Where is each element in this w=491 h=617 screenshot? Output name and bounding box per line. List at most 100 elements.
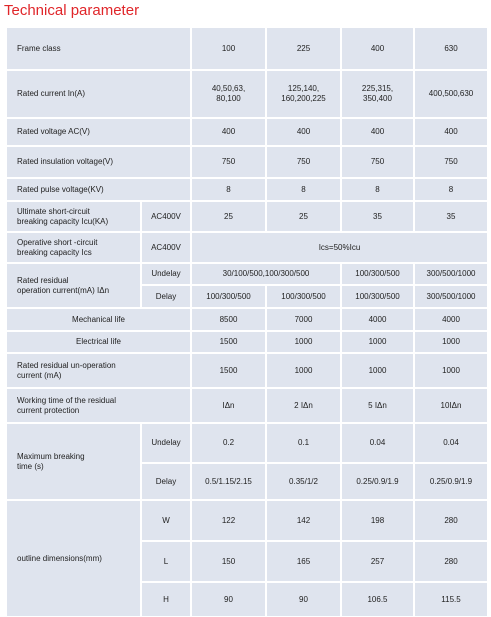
table-cell: 100/300/500: [190, 284, 267, 309]
table-cell: 1000: [265, 352, 342, 389]
table-row: Rated pulse voltage(KV) 8 8 8 8: [5, 177, 489, 202]
table-row: Delay 0.5/1.15/2.15 0.35/1/2 0.25/0.9/1.9 0.…: [6, 462, 489, 501]
table-cell: 400: [190, 117, 267, 147]
table-row: Rated insulation voltage(V) 750 750 750 750: [5, 145, 489, 179]
table-cell: 10IΔn: [413, 387, 489, 424]
table-cell: 90: [265, 581, 342, 617]
table-row: Rated residual un-operation current (mA)…: [5, 352, 489, 389]
table-cell: 0.25/0.9/1.9: [340, 462, 415, 501]
table-cell: Frame class: [5, 26, 192, 71]
table-cell: Electrical life: [5, 330, 192, 354]
table-cell: 1500: [190, 352, 267, 389]
table-cell: 106.5: [340, 581, 415, 617]
table-cell: 750: [265, 145, 342, 179]
table-cell: Ics=50%Icu: [190, 231, 489, 264]
table-cell: Rated insulation voltage(V): [5, 145, 192, 179]
table-cell: 142: [265, 499, 342, 542]
table-cell: 400: [340, 26, 415, 71]
table-cell: 280: [413, 540, 489, 583]
table-cell: 0.04: [340, 422, 415, 464]
table-cell: 7000: [265, 307, 342, 332]
table-row: H 90 90 106.5 115.5: [6, 581, 489, 617]
table-cell: 122: [190, 499, 267, 542]
table-cell: 100/300/500: [265, 284, 342, 309]
table-cell: 1000: [340, 352, 415, 389]
table-cell: 257: [340, 540, 415, 583]
table-cell: 8500: [190, 307, 267, 332]
table-row: Rated current In(A) 40,50,63, 80,100 125,1…: [5, 69, 489, 119]
table-cell: 0.1: [265, 422, 342, 464]
table-cell: 1500: [190, 330, 267, 354]
table-cell: W: [140, 499, 192, 542]
table-row: Operative short -circuit breaking capaci…: [5, 231, 489, 264]
table-cell: 25: [265, 200, 342, 233]
table-cell: 0.2: [190, 422, 267, 464]
table-cell: Undelay: [140, 422, 192, 464]
table-row: Rated voltage AC(V) 400 400 400 400: [5, 117, 489, 147]
table-cell: Delay: [140, 462, 192, 501]
table-cell: 8: [413, 177, 489, 202]
table-cell: 630: [413, 26, 489, 71]
table-cell: 1000: [265, 330, 342, 354]
table-cell: L: [140, 540, 192, 583]
table-cell: 100: [190, 26, 267, 71]
table-cell: H: [140, 581, 192, 617]
table-cell: Ultimate short-circuit breaking capacity…: [5, 200, 142, 233]
table-cell: Rated current In(A): [5, 69, 192, 119]
table-cell: 150: [190, 540, 267, 583]
table-cell: 400,500,630: [413, 69, 489, 119]
table-cell: Operative short -circuit breaking capaci…: [5, 231, 142, 264]
table-row: Rated residual operation current(mA) IΔn…: [5, 262, 489, 309]
table-row: outline dimensions(mm) W 122 142 198 280: [5, 499, 489, 617]
spec-table: Frame class 100 225 400 630 Rated current In(…: [5, 26, 489, 617]
table-cell: 35: [340, 200, 415, 233]
table-row: Mechanical life 8500 7000 4000 4000: [5, 307, 489, 332]
table-cell: Undelay: [140, 262, 192, 286]
table-row: Working time of the residual current pro…: [5, 387, 489, 424]
table-cell: Rated voltage AC(V): [5, 117, 192, 147]
table-cell: 400: [265, 117, 342, 147]
table-cell: 30/100/500,100/300/500: [190, 262, 342, 286]
table-cell: 0.35/1/2: [265, 462, 342, 501]
table-cell: 4000: [413, 307, 489, 332]
table-cell: 0.04: [413, 422, 489, 464]
table-cell: Working time of the residual current pro…: [5, 387, 192, 424]
table-cell: 5 IΔn: [340, 387, 415, 424]
table-cell: 1000: [413, 330, 489, 354]
table-cell: 115.5: [413, 581, 489, 617]
table-cell: 280: [413, 499, 489, 542]
table-row: Electrical life 1500 1000 1000 1000: [5, 330, 489, 354]
table-cell: 300/500/1000: [413, 262, 489, 286]
table-cell: AC400V: [140, 231, 192, 264]
table-row: Maximum breaking time (s) Undelay 0.2 0.1 0.…: [5, 422, 489, 501]
table-row: Delay 100/300/500 100/300/500 100/300/500 30…: [6, 284, 489, 309]
table-row: Frame class 100 225 400 630: [5, 26, 489, 71]
table-cell: Mechanical life: [5, 307, 192, 332]
table-cell: Rated pulse voltage(KV): [5, 177, 192, 202]
table-cell: 225,315, 350,400: [340, 69, 415, 119]
table-cell: 2 IΔn: [265, 387, 342, 424]
table-cell: 125,140, 160,200,225: [265, 69, 342, 119]
table-cell: 100/300/500: [340, 284, 415, 309]
table-cell: IΔn: [190, 387, 267, 424]
table-cell: 90: [190, 581, 267, 617]
table-cell: 165: [265, 540, 342, 583]
table-cell: 300/500/1000: [413, 284, 489, 309]
table-row: Ultimate short-circuit breaking capacity…: [5, 200, 489, 233]
table-cell: Maximum breaking time (s): [5, 422, 142, 501]
table-cell: outline dimensions(mm): [5, 499, 142, 617]
table-row: L 150 165 257 280: [6, 540, 489, 583]
table-cell: Delay: [140, 284, 192, 309]
table-cell: 198: [340, 499, 415, 542]
table-cell: AC400V: [140, 200, 192, 233]
table-cell: 750: [190, 145, 267, 179]
table-cell: 0.25/0.9/1.9: [413, 462, 489, 501]
table-cell: 8: [340, 177, 415, 202]
table-cell: 750: [340, 145, 415, 179]
table-cell: 8: [190, 177, 267, 202]
table-cell: 25: [190, 200, 267, 233]
table-cell: 400: [413, 117, 489, 147]
table-cell: 4000: [340, 307, 415, 332]
table-cell: 1000: [340, 330, 415, 354]
